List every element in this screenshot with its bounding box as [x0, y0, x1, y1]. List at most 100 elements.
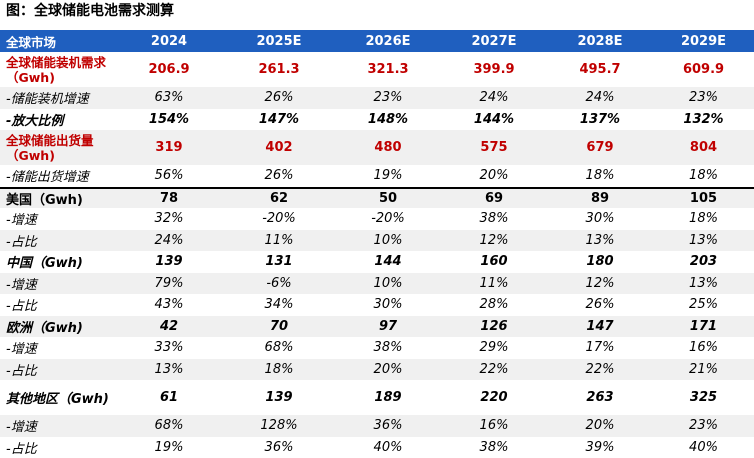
table-cell: 399.9: [441, 62, 547, 77]
table-cell: 575: [441, 140, 547, 155]
table-cell: 13%: [653, 233, 754, 248]
table-row: -增速 33% 68% 38% 29% 17% 16%: [0, 337, 754, 359]
table-cell: 23%: [335, 90, 441, 105]
table-cell: 38%: [441, 440, 547, 455]
table-cell: 220: [441, 390, 547, 405]
table-cell: 16%: [653, 340, 754, 355]
table-row: -增速 68% 128% 36% 16% 20% 23%: [0, 415, 754, 437]
table-cell: 21%: [653, 362, 754, 377]
table-row: 美国（Gwh) 78 62 50 69 89 105: [0, 187, 754, 209]
table-row: -储能装机增速 63% 26% 23% 24% 24% 23%: [0, 87, 754, 109]
row-label: 全球储能装机需求（Gwh): [0, 55, 115, 85]
table-cell: 804: [653, 140, 754, 155]
table-cell: 26%: [223, 90, 335, 105]
table-cell: 33%: [115, 340, 223, 355]
table-cell: 132%: [653, 112, 754, 127]
row-label: -增速: [0, 209, 115, 228]
row-label: -增速: [0, 338, 115, 357]
table-cell: 18%: [223, 362, 335, 377]
table-cell: 321.3: [335, 62, 441, 77]
table-row: -占比 13% 18% 20% 22% 22% 21%: [0, 359, 754, 381]
row-label: -放大比例: [0, 110, 115, 129]
table-row: 欧洲（Gwh) 42 70 97 126 147 171: [0, 316, 754, 338]
table-row: -占比 19% 36% 40% 38% 39% 40%: [0, 437, 754, 458]
table-cell: 70: [223, 319, 335, 334]
table-cell: -6%: [223, 276, 335, 291]
table-cell: 40%: [653, 440, 754, 455]
table-row: -放大比例 154% 147% 148% 144% 137% 132%: [0, 109, 754, 131]
row-label: -占比: [0, 438, 115, 457]
table-cell: 160: [441, 254, 547, 269]
table-cell: 56%: [115, 168, 223, 183]
row-label: -储能装机增速: [0, 88, 115, 107]
demand-table: 全球市场 2024 2025E 2026E 2027E 2028E 2029E …: [0, 30, 754, 458]
row-label: 美国（Gwh): [0, 189, 115, 208]
row-label: -占比: [0, 295, 115, 314]
table-row: 全球储能出货量（Gwh) 319 402 480 575 679 804: [0, 130, 754, 165]
table-cell: 319: [115, 140, 223, 155]
table-cell: 147: [547, 319, 653, 334]
table-cell: 32%: [115, 211, 223, 226]
table-cell: 28%: [441, 297, 547, 312]
table-cell: 40%: [335, 440, 441, 455]
table-cell: 24%: [441, 90, 547, 105]
header-year: 2027E: [441, 34, 547, 49]
table-cell: 30%: [335, 297, 441, 312]
table-row: -占比 24% 11% 10% 12% 13% 13%: [0, 230, 754, 252]
table-cell: 189: [335, 390, 441, 405]
table-cell: 68%: [115, 418, 223, 433]
page-title: 图：全球储能电池需求测算: [6, 0, 174, 24]
table-cell: 36%: [223, 440, 335, 455]
header-year: 2028E: [547, 34, 653, 49]
table-header-row: 全球市场 2024 2025E 2026E 2027E 2028E 2029E: [0, 30, 754, 52]
table-cell: 206.9: [115, 62, 223, 77]
table-cell: 29%: [441, 340, 547, 355]
row-label: -占比: [0, 231, 115, 250]
table-cell: 20%: [441, 168, 547, 183]
table-cell: 11%: [223, 233, 335, 248]
table-cell: 42: [115, 319, 223, 334]
row-label: -储能出货增速: [0, 166, 115, 185]
table-cell: 18%: [653, 211, 754, 226]
table-cell: 263: [547, 390, 653, 405]
table-cell: 13%: [653, 276, 754, 291]
table-cell: 325: [653, 390, 754, 405]
row-label-line1: 全球储能出货量: [6, 133, 94, 148]
table-cell: 19%: [115, 440, 223, 455]
table-cell: 12%: [441, 233, 547, 248]
table-cell: 89: [547, 191, 653, 206]
table-cell: 144: [335, 254, 441, 269]
table-cell: 19%: [335, 168, 441, 183]
table-cell: 61: [115, 390, 223, 405]
table-cell: 26%: [547, 297, 653, 312]
table-cell: 402: [223, 140, 335, 155]
table-cell: 25%: [653, 297, 754, 312]
table-cell: 23%: [653, 90, 754, 105]
table-cell: 78: [115, 191, 223, 206]
table-cell: 18%: [547, 168, 653, 183]
table-cell: 139: [223, 390, 335, 405]
table-cell: 36%: [335, 418, 441, 433]
table-cell: 63%: [115, 90, 223, 105]
table-cell: 131: [223, 254, 335, 269]
row-label-line1: 全球储能装机需求: [6, 55, 106, 70]
header-label: 全球市场: [0, 32, 115, 51]
table-row: 中国（Gwh) 139 131 144 160 180 203: [0, 251, 754, 273]
row-label: -增速: [0, 274, 115, 293]
table-cell: 144%: [441, 112, 547, 127]
row-label: -占比: [0, 360, 115, 379]
table-cell: 139: [115, 254, 223, 269]
table-cell: 30%: [547, 211, 653, 226]
row-label: -增速: [0, 416, 115, 435]
table-cell: 18%: [653, 168, 754, 183]
table-row: 其他地区（Gwh) 61 139 189 220 263 325: [0, 380, 754, 415]
table-cell: 261.3: [223, 62, 335, 77]
table-cell: 68%: [223, 340, 335, 355]
table-cell: 171: [653, 319, 754, 334]
table-cell: 38%: [441, 211, 547, 226]
table-cell: 495.7: [547, 62, 653, 77]
header-year: 2026E: [335, 34, 441, 49]
row-label: 其他地区（Gwh): [0, 388, 115, 407]
table-cell: 10%: [335, 233, 441, 248]
table-cell: 69: [441, 191, 547, 206]
